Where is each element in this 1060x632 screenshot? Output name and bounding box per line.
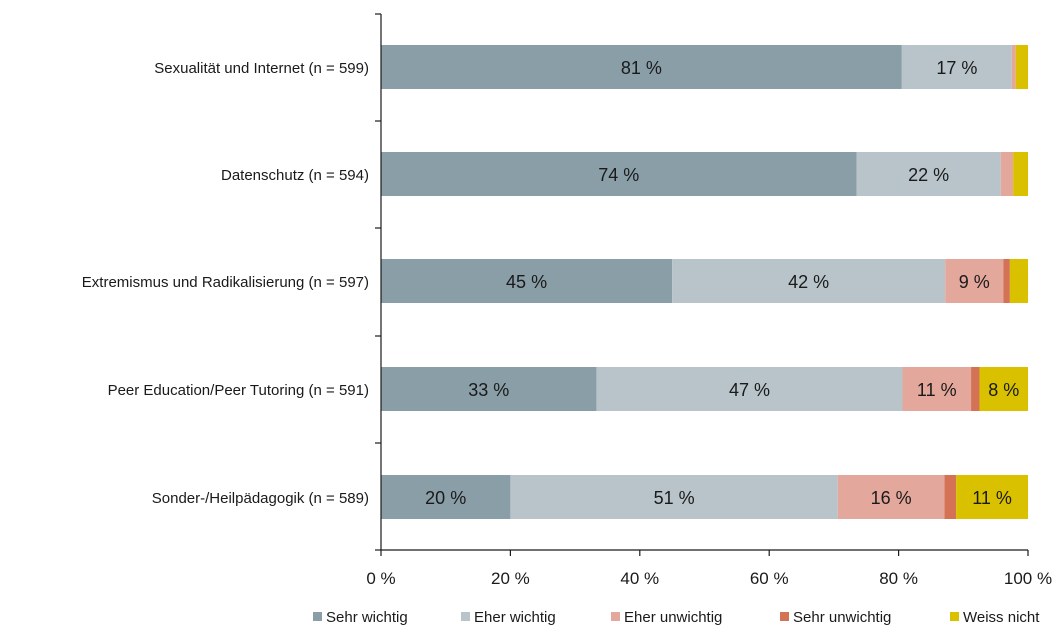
bar-segment xyxy=(979,367,1028,411)
bars-layer: 81 % 17 % 74 % 22 % 45 % 42 % 9 % 33 % 47 % 11 % 8… xyxy=(381,45,1028,519)
data-label: 51 % xyxy=(654,488,695,508)
legend-label: Sehr unwichtig xyxy=(793,609,891,626)
category-label: Peer Education/Peer Tutoring (n = 591) xyxy=(108,382,369,399)
data-label: 47 % xyxy=(729,380,770,400)
data-label: 8 % xyxy=(988,380,1019,400)
data-label: 16 % xyxy=(871,488,912,508)
category-label: Datenschutz (n = 594) xyxy=(221,167,369,184)
bar-segment xyxy=(596,367,903,411)
data-label: 9 % xyxy=(959,272,990,292)
data-label: 11 % xyxy=(917,380,957,400)
bar-segment xyxy=(381,367,597,411)
bar-segment xyxy=(1000,152,1014,196)
legend: Sehr wichtig Eher wichtig Eher unwichtig Se… xyxy=(313,609,1040,626)
category-label: Sexualität und Internet (n = 599) xyxy=(154,60,369,77)
bar-segment xyxy=(1009,259,1028,303)
x-tick-label: 40 % xyxy=(620,569,659,588)
x-tick-label: 60 % xyxy=(750,569,789,588)
bar-segment xyxy=(837,475,945,519)
data-label: 17 % xyxy=(936,58,977,78)
x-tick-label: 100 % xyxy=(1004,569,1052,588)
bar-segment xyxy=(672,259,946,303)
data-label: 11 % xyxy=(972,488,1012,508)
bar-segment xyxy=(510,475,838,519)
data-label: 74 % xyxy=(598,165,639,185)
legend-swatch xyxy=(950,612,959,621)
data-label: 81 % xyxy=(621,58,662,78)
data-label: 22 % xyxy=(908,165,949,185)
bar-segment xyxy=(901,45,1012,89)
x-tick-label: 80 % xyxy=(879,569,918,588)
bar-segment xyxy=(971,367,980,411)
bar-segment xyxy=(381,259,673,303)
x-tick-label: 20 % xyxy=(491,569,530,588)
category-label: Sonder-/Heilpädagogik (n = 589) xyxy=(152,490,369,507)
data-label: 33 % xyxy=(468,380,509,400)
legend-swatch xyxy=(461,612,470,621)
legend-swatch xyxy=(780,612,789,621)
bar-segment xyxy=(1003,259,1010,303)
category-label: Extremismus und Radikalisierung (n = 597… xyxy=(82,274,369,291)
axes-layer: Sexualität und Internet (n = 599) Datensc… xyxy=(82,13,1052,588)
x-tick-label: 0 % xyxy=(366,569,395,588)
data-label: 20 % xyxy=(425,488,466,508)
bar-segment xyxy=(1013,152,1028,196)
legend-label: Sehr wichtig xyxy=(326,609,408,626)
legend-label: Eher wichtig xyxy=(474,609,556,626)
legend-swatch xyxy=(611,612,620,621)
bar-segment xyxy=(381,475,511,519)
bar-segment xyxy=(1015,45,1028,89)
bar-segment xyxy=(381,45,902,89)
bar-segment xyxy=(945,259,1004,303)
data-label: 42 % xyxy=(788,272,829,292)
bar-segment xyxy=(1011,45,1016,89)
legend-swatch xyxy=(313,612,322,621)
data-label: 45 % xyxy=(506,272,547,292)
bar-segment xyxy=(944,475,957,519)
legend-label: Eher unwichtig xyxy=(624,609,722,626)
bar-segment xyxy=(856,152,1001,196)
bar-segment xyxy=(381,152,857,196)
bar-segment xyxy=(956,475,1028,519)
bar-segment xyxy=(902,367,972,411)
legend-label: Weiss nicht xyxy=(963,609,1040,626)
